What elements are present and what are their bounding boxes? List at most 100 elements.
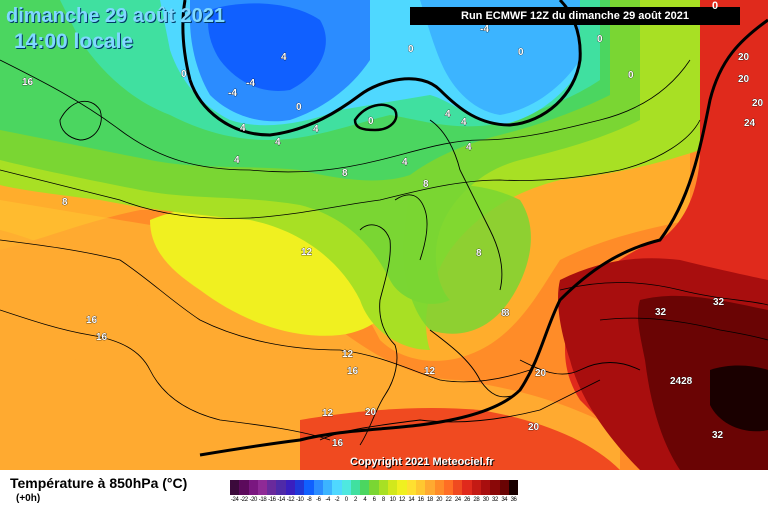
contour-value-label: 32 [713,297,725,308]
contour-value-label: 16 [332,438,344,449]
temperature-band-minus8 [208,3,326,91]
contour-value-label: 32 [712,430,724,441]
model-run-banner: Run ECMWF 12Z du dimanche 29 août 2021 [410,7,740,25]
contour-value-label: 0 [518,47,524,58]
legend-tick-label: 10 [389,497,396,503]
contour-value-label: 8 [342,168,348,179]
contour-value-label: 0 [296,102,302,113]
contour-value-label: 8 [62,197,68,208]
legend-cell: 6 [369,480,379,504]
isotherm-0-loop [353,103,398,132]
legend-swatch [276,480,286,495]
legend-swatch [388,480,398,495]
contour-value-label: 20 [738,52,750,63]
isotherm-16 [0,309,331,441]
contour-value-label: -4 [228,88,237,99]
legend-tick-label: 36 [510,497,517,503]
legend-tick-label: 34 [501,497,508,503]
map-date-title: dimanche 29 août 2021 [6,5,225,27]
legend-cell: 14 [406,480,416,504]
contour-value-label: -4 [246,78,255,89]
isotherm-28 [559,282,768,306]
legend-cell: -6 [313,480,323,504]
temperature-band-36 [710,365,768,432]
legend-cell: -24 [230,480,240,504]
contour-value-label: 4 [466,142,472,153]
legend-cell: -16 [267,480,277,504]
contour-value-label: 16 [347,366,359,377]
isotherm-32 [599,317,768,341]
contour-value-label: 0 [597,34,603,45]
top-corner-label: 0 [712,0,719,12]
legend-swatch [453,480,463,495]
legend-cell: 22 [443,480,454,504]
contour-value-label: 16 [86,315,98,326]
contour-value-label: -4 [480,24,489,35]
legend-swatch [462,480,472,495]
legend-tick-label: 0 [344,497,348,503]
legend-tick-label: -2 [334,497,340,503]
contour-value-label: 20 [528,422,540,433]
legend-swatch [285,480,296,495]
contour-value-label: 2428 [670,376,693,387]
contour-value-label: 12 [322,408,334,419]
legend-swatch [304,480,314,495]
legend-cell: -2 [332,480,342,504]
legend-cell: 28 [471,480,482,504]
legend-swatch [295,480,305,495]
legend-cell: 16 [415,480,426,504]
legend-tick-label: 22 [445,497,452,503]
legend-cell: 12 [397,480,407,504]
legend-swatch [425,480,435,495]
isotherm-0-west [181,0,192,81]
contour-value-label: 4 [234,155,240,166]
legend-swatch [267,480,277,495]
legend-tick-label: -18 [258,497,267,503]
coastline-britain [394,194,428,261]
legend-cell: 30 [481,480,491,504]
contour-value-label: 16 [22,77,34,88]
coastline-west-europe [359,224,398,446]
contour-value-label: 32 [655,307,667,318]
isotherm-4 [0,59,691,173]
legend-cell: -20 [248,480,258,504]
legend-cell: 0 [341,480,351,504]
contour-value-label: 4 [313,124,319,135]
contour-value-label: 20 [535,368,547,379]
legend-cell: -4 [322,480,333,504]
legend-swatch [257,480,268,495]
contour-value-label: 4 [445,109,451,120]
legend-tick-label: 28 [473,497,480,503]
temperature-map: 16 0 4 -4 -4 4 4 0 0 -4 0 0 0 0 4 4 4 4 4 4 8 8 8 8 12 8 8 16 16 12 12… [0,0,768,470]
color-scale-legend: -24 -22 -20 -18 -16 -14 -12 -10 -8 -6 -4 -2 0 2 4 6 8 10 1… [230,480,519,504]
legend-cell: -12 [285,480,296,504]
legend-cell: 26 [462,480,472,504]
coastline-scandinavia [429,119,503,291]
contour-value-label: 12 [342,349,354,360]
legend-swatch [350,480,361,495]
contour-value-label: 12 [424,366,436,377]
legend-swatch [406,480,416,495]
legend-swatch [341,480,351,495]
legend-tick-label: 12 [399,497,405,503]
legend-tick-label: -22 [240,497,248,503]
legend-tick-label: 2 [354,497,357,503]
contour-value-label: 20 [365,407,377,418]
legend-swatch [332,480,342,495]
legend-cell: 4 [360,480,370,504]
legend-cell: 36 [508,480,519,504]
legend-cell: 34 [499,480,509,504]
legend-swatch [313,480,323,495]
legend-tick-label: -6 [316,497,321,503]
contour-value-label: 4 [281,52,287,63]
lead-time-label: (+0h) [16,493,41,504]
coastline-north-africa [319,379,601,441]
legend-tick-label: 26 [464,497,470,503]
contour-value-label: 4 [275,137,281,148]
legend-swatch [443,480,454,495]
legend-tick-label: 16 [417,497,424,503]
legend-tick-label: -16 [268,497,276,503]
legend-swatch [397,480,407,495]
legend-tick-label: -4 [325,497,330,503]
